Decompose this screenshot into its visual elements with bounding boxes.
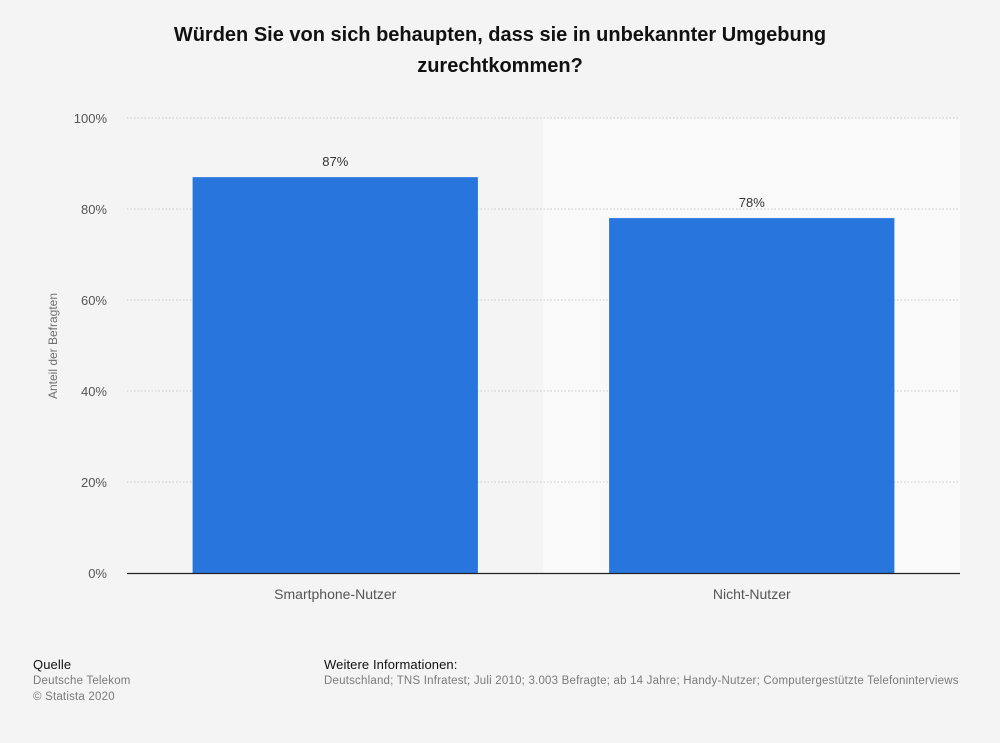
bar-chart: 0% 20% 40% 60% 80% 100% 87% 78% Smartphone-Nut… [46,111,960,602]
y-axis-label: Anteil der Befragten [46,293,60,399]
y-tick-label: 60% [81,293,107,308]
data-labels: 87% 78% [322,154,765,210]
chart-title-line-1: Würden Sie von sich behaupten, dass sie … [173,24,827,46]
x-tick-label: Nicht-Nutzer [713,586,791,602]
bar [192,177,478,573]
source-block: Quelle Deutsche Telekom © Statista 2020 [33,657,131,705]
info-text: Deutschland; TNS Infratest; Juli 2010; 3… [324,675,959,687]
y-tick-label: 100% [74,111,108,126]
x-axis-ticks: Smartphone-Nutzer Nicht-Nutzer [274,586,791,602]
info-heading: Weitere Informationen: [324,657,458,672]
copyright: © Statista 2020 [33,691,115,703]
data-label: 78% [739,195,765,210]
info-block: Weitere Informationen: Deutschland; TNS … [324,657,998,689]
bar [609,218,895,573]
x-tick-label: Smartphone-Nutzer [274,586,397,602]
y-tick-label: 40% [81,384,107,399]
y-axis-ticks: 0% 20% 40% 60% 80% 100% [74,111,108,581]
source-name: Deutsche Telekom [33,675,131,687]
y-tick-label: 20% [81,475,107,490]
y-tick-label: 0% [88,566,107,581]
bars [192,177,895,573]
data-label: 87% [322,154,348,169]
chart-title: Würden Sie von sich behaupten, dass sie … [0,20,1000,82]
y-tick-label: 80% [81,202,107,217]
source-heading: Quelle [33,657,72,672]
chart-title-line-2: zurechtkommen? [417,55,583,77]
